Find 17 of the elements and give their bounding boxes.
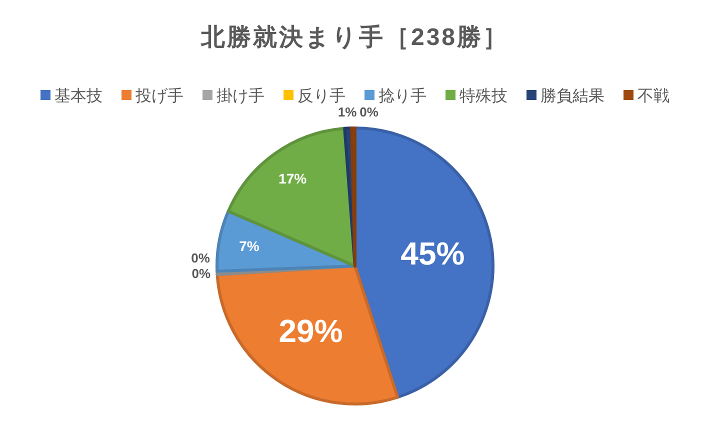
- legend-label: 特殊技: [460, 88, 508, 105]
- legend-label: 基本技: [54, 88, 102, 105]
- legend-label: 投げ手: [136, 88, 184, 105]
- legend-label: 掛け手: [216, 88, 264, 105]
- legend-label: 反り手: [298, 88, 346, 105]
- data-label: 0%: [191, 250, 210, 266]
- data-label: 29%: [278, 313, 343, 350]
- legend-label: 捻り手: [378, 88, 426, 105]
- data-label: 0%: [192, 266, 211, 282]
- data-label: 1%: [338, 104, 357, 120]
- legend-label: 不戦: [638, 88, 670, 105]
- data-label: 45%: [400, 236, 465, 272]
- legend-label: 勝負結果: [540, 88, 604, 105]
- data-label: 0%: [360, 104, 378, 120]
- data-label: 7%: [239, 238, 260, 254]
- data-label: 17%: [278, 170, 307, 186]
- title: 北勝就決まり手［238勝］: [200, 24, 510, 51]
